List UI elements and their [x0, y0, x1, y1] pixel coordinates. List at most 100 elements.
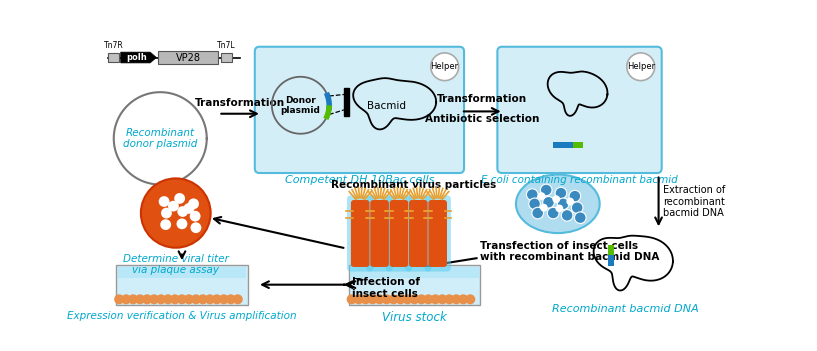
Text: E.coli containing recombinant bacmid: E.coli containing recombinant bacmid: [481, 174, 678, 185]
Circle shape: [529, 198, 540, 210]
Circle shape: [212, 294, 222, 304]
Circle shape: [121, 294, 132, 304]
Circle shape: [540, 204, 547, 212]
Circle shape: [437, 294, 448, 304]
Circle shape: [114, 294, 124, 304]
Circle shape: [627, 53, 654, 81]
Circle shape: [170, 294, 180, 304]
Bar: [344, 88, 350, 116]
Circle shape: [149, 294, 159, 304]
Bar: [553, 142, 574, 148]
Circle shape: [547, 207, 559, 219]
Circle shape: [177, 206, 188, 217]
Circle shape: [409, 294, 419, 304]
Circle shape: [403, 294, 413, 304]
Circle shape: [205, 294, 215, 304]
Circle shape: [161, 208, 172, 218]
Circle shape: [188, 198, 199, 209]
Ellipse shape: [516, 174, 600, 233]
Circle shape: [233, 294, 243, 304]
Bar: [349, 265, 480, 305]
Text: VP28: VP28: [176, 53, 201, 62]
Text: Infection of
insect cells: Infection of insect cells: [351, 277, 420, 299]
Circle shape: [128, 294, 138, 304]
Bar: [350, 267, 479, 278]
Circle shape: [555, 187, 567, 199]
Circle shape: [225, 294, 236, 304]
Text: Recombinant bacmid DNA: Recombinant bacmid DNA: [551, 304, 699, 314]
Circle shape: [395, 294, 405, 304]
Bar: [221, 53, 231, 62]
Circle shape: [360, 294, 371, 304]
Text: Competent DH 10Bac cells: Competent DH 10Bac cells: [285, 174, 434, 185]
Circle shape: [168, 201, 179, 212]
Bar: [109, 53, 119, 62]
Text: Tn7L: Tn7L: [217, 41, 235, 50]
Bar: [574, 142, 583, 148]
Bar: [158, 51, 218, 64]
Text: Helper: Helper: [431, 62, 458, 71]
Circle shape: [458, 294, 468, 304]
Circle shape: [569, 190, 581, 202]
FancyBboxPatch shape: [386, 196, 412, 272]
FancyBboxPatch shape: [347, 196, 373, 272]
Text: Tn7R: Tn7R: [104, 41, 123, 50]
FancyBboxPatch shape: [498, 47, 662, 173]
Circle shape: [219, 294, 229, 304]
Circle shape: [177, 294, 187, 304]
Circle shape: [163, 294, 173, 304]
Circle shape: [368, 294, 377, 304]
Circle shape: [158, 196, 170, 207]
Circle shape: [142, 294, 152, 304]
Circle shape: [190, 211, 200, 221]
FancyBboxPatch shape: [409, 200, 427, 267]
Circle shape: [526, 189, 538, 200]
Circle shape: [382, 294, 391, 304]
Text: Expression verification & Virus amplification: Expression verification & Virus amplific…: [67, 311, 297, 321]
FancyBboxPatch shape: [366, 196, 393, 272]
FancyBboxPatch shape: [370, 200, 389, 267]
Text: Virus stock: Virus stock: [382, 311, 447, 324]
Circle shape: [141, 178, 211, 248]
FancyBboxPatch shape: [428, 200, 447, 267]
Text: Bacmid: Bacmid: [367, 101, 406, 111]
Circle shape: [346, 294, 357, 304]
Polygon shape: [121, 52, 156, 63]
Bar: [608, 245, 614, 266]
Text: Transfection of insect cells
with recombinant bacmid DNA: Transfection of insect cells with recomb…: [480, 241, 659, 263]
Circle shape: [561, 210, 573, 221]
Circle shape: [354, 294, 364, 304]
Text: Antibiotic selection: Antibiotic selection: [425, 114, 539, 124]
FancyBboxPatch shape: [425, 196, 451, 272]
Circle shape: [423, 294, 434, 304]
FancyBboxPatch shape: [255, 47, 464, 173]
Circle shape: [538, 192, 546, 200]
FancyBboxPatch shape: [350, 200, 369, 267]
Circle shape: [542, 197, 555, 208]
Circle shape: [198, 294, 208, 304]
Circle shape: [540, 184, 552, 196]
Text: Extraction of
recombinant
bacmid DNA: Extraction of recombinant bacmid DNA: [663, 185, 725, 218]
Circle shape: [556, 205, 563, 212]
Circle shape: [135, 294, 145, 304]
Circle shape: [557, 198, 569, 210]
Text: Transformation: Transformation: [195, 98, 285, 107]
Text: Recombinant virus particles: Recombinant virus particles: [331, 180, 496, 190]
Circle shape: [374, 294, 385, 304]
Circle shape: [451, 294, 462, 304]
Circle shape: [156, 294, 166, 304]
Text: Helper: Helper: [627, 62, 654, 71]
Circle shape: [532, 207, 543, 219]
Circle shape: [566, 198, 574, 205]
Bar: [118, 267, 246, 278]
Circle shape: [552, 196, 560, 203]
Circle shape: [190, 222, 201, 233]
Circle shape: [184, 294, 194, 304]
Circle shape: [174, 193, 185, 204]
Circle shape: [431, 294, 440, 304]
Bar: [608, 245, 614, 254]
Circle shape: [431, 53, 458, 81]
Circle shape: [571, 202, 583, 213]
Text: polh: polh: [126, 53, 146, 62]
Circle shape: [389, 294, 399, 304]
